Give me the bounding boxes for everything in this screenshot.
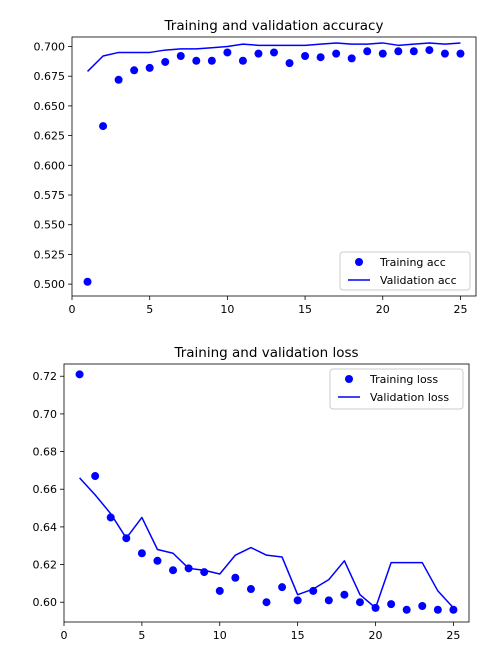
data-point-training-acc bbox=[456, 49, 465, 58]
data-point-training-acc bbox=[238, 56, 247, 65]
data-point-training-loss bbox=[402, 605, 411, 614]
axes-frame bbox=[63, 363, 470, 623]
x-tick-label: 25 bbox=[453, 303, 467, 316]
data-point-training-loss bbox=[215, 586, 224, 595]
y-tick-label: 0.575 bbox=[34, 189, 66, 202]
chart-panel-2: Training and validation loss 0 5 10 15 20 25 0.… bbox=[33, 345, 470, 642]
data-point-training-acc bbox=[363, 47, 372, 56]
data-point-training-loss bbox=[137, 549, 146, 558]
x-tick-label: 20 bbox=[376, 303, 390, 316]
data-point-training-acc bbox=[130, 66, 139, 75]
y-tick-label: 0.68 bbox=[33, 446, 58, 459]
legend-label: Validation loss bbox=[370, 391, 449, 404]
legend: Training loss Validation loss bbox=[329, 368, 464, 410]
y-tick-label: 0.500 bbox=[34, 278, 66, 291]
y-tick-label: 0.700 bbox=[34, 41, 66, 54]
data-point-training-acc bbox=[99, 122, 108, 131]
data-point-training-acc bbox=[316, 53, 325, 62]
x-tick-label: 0 bbox=[61, 629, 68, 642]
data-point-training-acc bbox=[254, 49, 263, 58]
data-point-training-acc bbox=[145, 63, 154, 72]
y-tick-label: 0.64 bbox=[33, 521, 58, 534]
legend-label: Training acc bbox=[379, 256, 446, 269]
data-point-training-loss bbox=[262, 598, 271, 607]
chart-title: Training and validation accuracy bbox=[164, 18, 384, 34]
data-point-training-loss bbox=[355, 598, 364, 607]
x-tick-label: 10 bbox=[220, 303, 234, 316]
data-point-training-loss bbox=[246, 585, 255, 594]
y-tick-label: 0.70 bbox=[33, 408, 58, 421]
data-point-training-loss bbox=[433, 605, 442, 614]
y-tick-label: 0.72 bbox=[33, 370, 58, 383]
data-point-training-loss bbox=[169, 566, 178, 575]
x-tick-label: 15 bbox=[291, 629, 305, 642]
data-point-training-loss bbox=[75, 370, 84, 379]
data-point-training-loss bbox=[91, 472, 100, 481]
data-point-training-acc bbox=[332, 49, 341, 58]
x-tick-label: 20 bbox=[369, 629, 383, 642]
y-tick-label: 0.600 bbox=[34, 159, 66, 172]
legend-label: Training loss bbox=[369, 373, 438, 386]
data-point-training-acc bbox=[270, 48, 278, 57]
axes-frame bbox=[71, 36, 477, 297]
data-point-training-acc bbox=[223, 48, 232, 57]
data-point-training-acc bbox=[176, 52, 185, 61]
x-tick-label: 25 bbox=[446, 629, 460, 642]
chart-panel-1: Training and validation accuracy 0 5 10 15 20… bbox=[34, 18, 477, 316]
data-point-training-acc bbox=[207, 56, 216, 65]
x-tick-label: 15 bbox=[298, 303, 312, 316]
data-point-training-loss bbox=[340, 590, 349, 599]
data-point-training-loss bbox=[418, 601, 427, 610]
series-line-validation-loss bbox=[79, 477, 454, 609]
data-point-training-acc bbox=[301, 52, 310, 61]
data-point-training-loss bbox=[449, 605, 458, 614]
data-point-training-acc bbox=[378, 49, 387, 58]
data-point-training-acc bbox=[114, 75, 123, 84]
data-point-training-acc bbox=[285, 59, 294, 68]
y-tick-label: 0.60 bbox=[33, 596, 58, 609]
x-tick-label: 10 bbox=[213, 629, 227, 642]
data-point-training-acc bbox=[440, 49, 449, 58]
legend-marker-swatch bbox=[345, 375, 353, 383]
y-tick-label: 0.66 bbox=[33, 483, 58, 496]
legend-box bbox=[339, 251, 471, 291]
x-tick-label: 5 bbox=[146, 303, 153, 316]
y-tick-label: 0.675 bbox=[34, 70, 66, 83]
y-tick-label: 0.525 bbox=[34, 248, 66, 261]
y-tick-label: 0.550 bbox=[34, 219, 66, 232]
data-point-training-acc bbox=[347, 54, 356, 63]
data-point-training-loss bbox=[153, 556, 162, 565]
data-point-training-loss bbox=[278, 583, 287, 592]
legend-box bbox=[329, 368, 464, 410]
x-tick-label: 5 bbox=[138, 629, 145, 642]
y-tick-label: 0.62 bbox=[33, 559, 58, 572]
data-point-training-acc bbox=[425, 46, 434, 55]
data-point-training-acc bbox=[394, 47, 403, 56]
series-line-validation-acc bbox=[87, 42, 461, 72]
legend-marker-swatch bbox=[355, 258, 363, 266]
legend: Training acc Validation acc bbox=[339, 251, 471, 291]
data-point-training-loss bbox=[309, 586, 318, 595]
x-tick-label: 0 bbox=[69, 303, 76, 316]
data-point-training-acc bbox=[83, 277, 92, 286]
data-point-training-loss bbox=[387, 600, 396, 609]
y-tick-label: 0.625 bbox=[34, 130, 66, 143]
chart-title: Training and validation loss bbox=[173, 345, 358, 361]
data-point-training-loss bbox=[231, 573, 240, 582]
data-point-training-loss bbox=[293, 596, 302, 605]
y-tick-label: 0.650 bbox=[34, 100, 66, 113]
data-point-training-acc bbox=[192, 56, 201, 65]
data-point-training-acc bbox=[409, 47, 418, 56]
data-point-training-loss bbox=[324, 596, 333, 605]
legend-label: Validation acc bbox=[380, 274, 457, 287]
data-point-training-acc bbox=[161, 57, 170, 66]
